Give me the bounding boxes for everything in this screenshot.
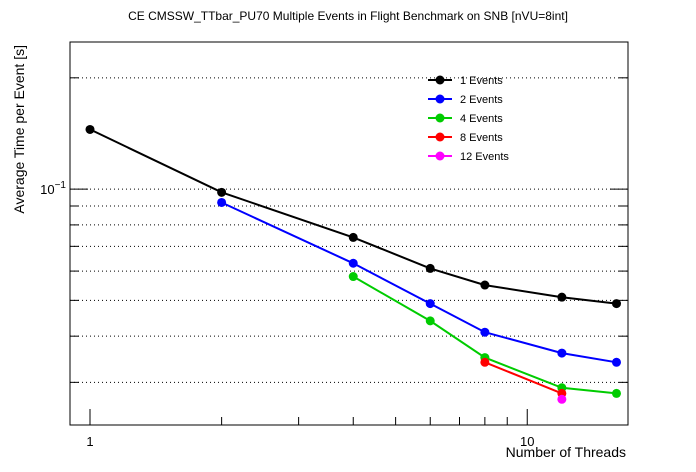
legend-marker	[435, 94, 445, 104]
data-point	[348, 258, 358, 268]
y-tick-label: 10−1	[40, 180, 66, 197]
data-point	[348, 272, 358, 282]
axis-ticks: 1 10 10−1	[40, 77, 628, 449]
legend: 1 Events 2 Events 4 Events 8 Events 12 Event…	[428, 75, 509, 163]
data-point	[425, 263, 435, 273]
data-point	[217, 187, 227, 197]
legend-marker	[435, 75, 445, 85]
legend-label: 2 Events	[460, 94, 503, 106]
data-point	[611, 388, 621, 398]
grid-lines	[70, 77, 628, 383]
plot-frame	[69, 41, 629, 426]
data-point	[217, 197, 227, 207]
data-point	[480, 280, 490, 290]
legend-item: 1 Events	[428, 75, 503, 87]
data-point	[557, 348, 567, 358]
legend-marker	[435, 151, 445, 161]
legend-label: 12 Events	[460, 151, 509, 163]
x-axis-label: Number of Threads	[506, 444, 626, 460]
data-point	[425, 316, 435, 326]
legend-item: 2 Events	[428, 94, 503, 106]
series-1	[85, 124, 621, 309]
legend-item: 4 Events	[428, 113, 503, 125]
data-point	[480, 327, 490, 337]
legend-label: 1 Events	[460, 75, 503, 87]
data-point	[425, 299, 435, 309]
y-axis-label: Average Time per Event [s]	[11, 45, 27, 214]
data-point	[557, 292, 567, 302]
x-tick-label: 10	[520, 434, 534, 449]
series-3	[348, 272, 621, 398]
legend-label: 4 Events	[460, 113, 503, 125]
legend-item: 8 Events	[428, 132, 503, 144]
data-point	[557, 394, 567, 404]
series-line	[221, 201, 617, 364]
series-line	[484, 361, 563, 395]
chart-title: CE CMSSW_TTbar_PU70 Multiple Events in F…	[128, 9, 568, 23]
data-point	[85, 124, 95, 134]
legend-label: 8 Events	[460, 132, 503, 144]
series-layer	[85, 124, 621, 404]
legend-marker	[435, 113, 445, 123]
data-point	[611, 299, 621, 309]
legend-marker	[435, 132, 445, 142]
data-point	[480, 357, 490, 367]
x-tick-label: 1	[86, 434, 93, 449]
series-5	[557, 394, 567, 404]
legend-item: 12 Events	[428, 151, 509, 163]
series-2	[217, 197, 621, 367]
data-point	[611, 357, 621, 367]
data-point	[348, 232, 358, 242]
